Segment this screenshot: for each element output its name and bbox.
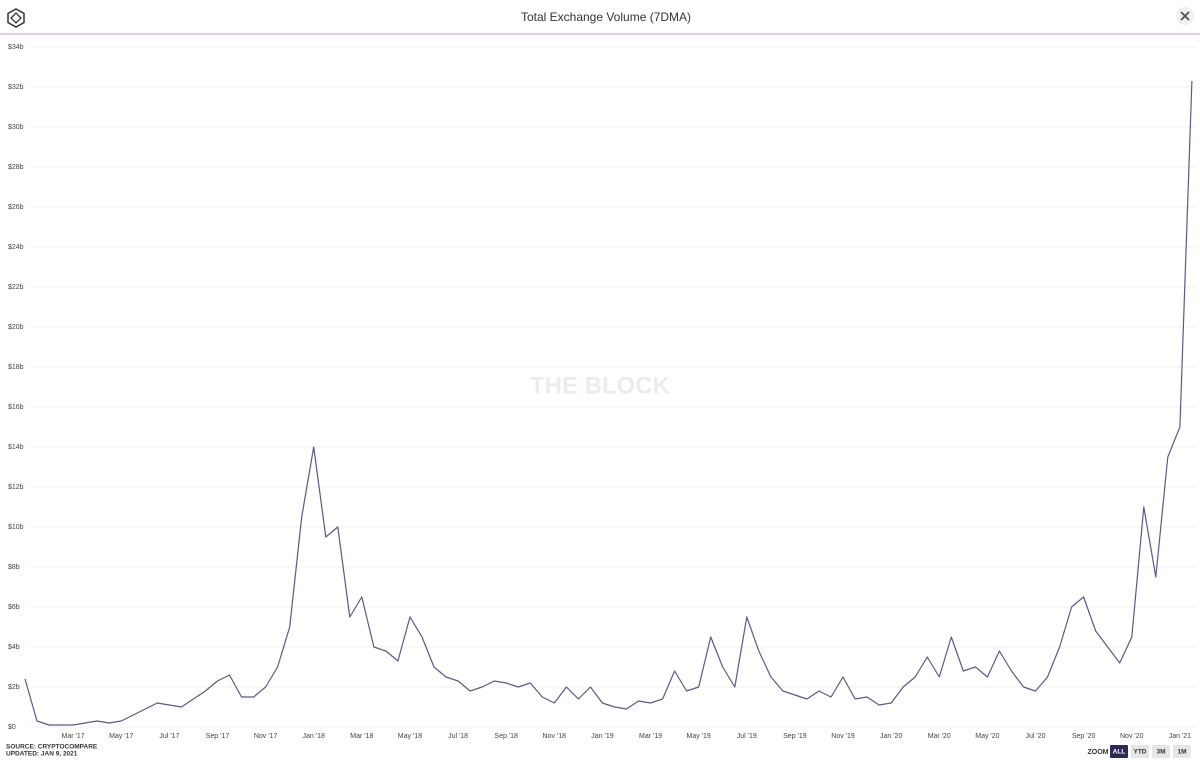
zoom-button-bg: [1173, 745, 1191, 758]
x-tick-label: May '19: [687, 733, 711, 740]
zoom-button-bg: [1131, 745, 1149, 758]
zoom-button-label: YTD: [1134, 749, 1147, 756]
y-tick-label: $0: [8, 724, 16, 731]
source: SOURCE: CRYPTOCOMPARE: [6, 744, 98, 751]
y-tick-label: $18b: [8, 364, 24, 371]
zoom-label: ZOOM: [1088, 749, 1109, 756]
zoom-button[interactable]: 3M: [1152, 745, 1170, 758]
x-tick-label: May '17: [109, 733, 133, 740]
x-tick-label: Nov '19: [831, 733, 855, 740]
zoom-button-bg: [1152, 745, 1170, 758]
x-tick-label: Mar '19: [639, 733, 662, 740]
y-tick-label: $30b: [8, 124, 24, 131]
y-tick-label: $2b: [8, 684, 20, 691]
watermark: THE BLOCK: [530, 372, 671, 399]
x-tick-label: Jan '19: [591, 733, 613, 740]
y-tick-label: $12b: [8, 484, 24, 491]
x-tick-label: Mar '18: [350, 733, 373, 740]
x-tick-label: Mar '20: [928, 733, 951, 740]
x-tick-label: Jul '17: [159, 733, 179, 740]
y-tick-label: $8b: [8, 564, 20, 571]
y-tick-label: $14b: [8, 444, 24, 451]
y-tick-label: $16b: [8, 404, 24, 411]
x-tick-label: Jan '18: [303, 733, 325, 740]
x-tick-label: Jul '18: [448, 733, 468, 740]
y-tick-label: $26b: [8, 204, 24, 211]
close-button[interactable]: [1176, 7, 1194, 25]
updated: UPDATED: JAN 9, 2021: [6, 751, 78, 758]
x-tick-label: Sep '18: [494, 733, 518, 740]
x-tick-label: Jan '20: [880, 733, 902, 740]
x-tick-label: Sep '19: [783, 733, 807, 740]
y-tick-label: $32b: [8, 84, 24, 91]
x-tick-label: Nov '17: [254, 733, 278, 740]
y-tick-label: $28b: [8, 164, 24, 171]
zoom-button[interactable]: 1M: [1173, 745, 1191, 758]
zoom-button-label: 3M: [1156, 749, 1165, 756]
zoom-button-label: 1M: [1177, 749, 1186, 756]
zoom-button-label: ALL: [1113, 749, 1126, 756]
zoom-button[interactable]: ALL: [1110, 745, 1128, 758]
y-tick-label: $20b: [8, 324, 24, 331]
x-tick-label: Sep '17: [206, 733, 230, 740]
x-tick-label: Mar '17: [62, 733, 85, 740]
data-line: [24, 80, 1193, 726]
x-tick-label: Jul '20: [1026, 733, 1046, 740]
x-tick-label: Jul '19: [737, 733, 757, 740]
zoom-button[interactable]: YTD: [1131, 745, 1149, 758]
x-tick-label: May '18: [398, 733, 422, 740]
logo: [7, 8, 25, 28]
y-tick-label: $34b: [8, 44, 24, 51]
y-tick-label: $6b: [8, 604, 20, 611]
zoom-button-bg: [1110, 745, 1128, 758]
y-tick-label: $24b: [8, 244, 24, 251]
x-tick-label: Jan '21: [1169, 733, 1191, 740]
x-tick-label: Sep '20: [1072, 733, 1096, 740]
x-tick-label: Nov '20: [1120, 733, 1144, 740]
y-tick-label: $10b: [8, 524, 24, 531]
y-tick-label: $22b: [8, 284, 24, 291]
x-tick-label: May '20: [975, 733, 999, 740]
y-tick-label: $4b: [8, 644, 20, 651]
x-tick-label: Nov '18: [543, 733, 567, 740]
chart-title: Total Exchange Volume (7DMA): [521, 10, 691, 24]
